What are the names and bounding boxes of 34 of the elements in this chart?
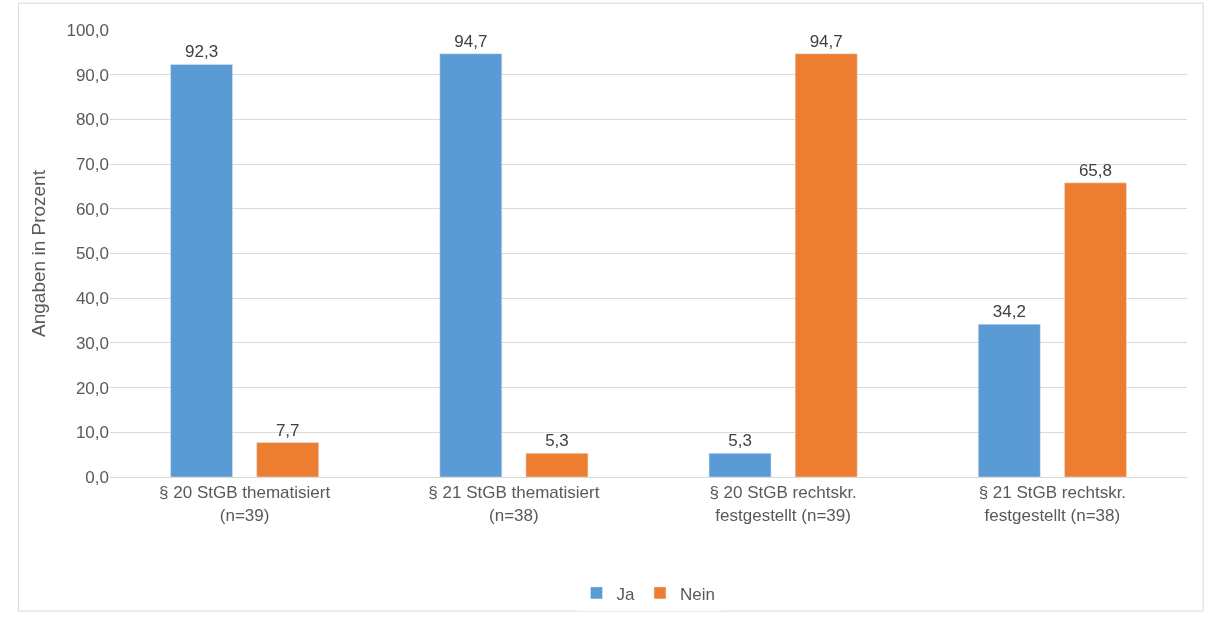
y-tick-label: 90,0: [75, 65, 109, 85]
data-label: 94,7: [809, 31, 843, 51]
y-tick-label: 50,0: [75, 244, 109, 264]
bar: [1064, 182, 1127, 477]
y-tick-label: 40,0: [75, 289, 109, 309]
data-label: 94,7: [454, 31, 488, 51]
x-tick-label: § 21 StGB thematisiert (n=38): [428, 483, 600, 525]
bar: [170, 64, 233, 477]
y-tick-label: 70,0: [75, 155, 109, 175]
data-label: 7,7: [275, 420, 300, 440]
y-tick-label: 0,0: [85, 467, 109, 487]
legend-label: Ja: [616, 584, 635, 604]
data-label: 65,8: [1078, 160, 1112, 180]
data-label: 5,3: [728, 431, 752, 451]
y-tick-label: 100,0: [66, 20, 109, 40]
bar: [439, 53, 503, 477]
data-label: 34,2: [992, 302, 1026, 322]
bar: [525, 453, 589, 477]
y-tick-label: 20,0: [75, 378, 109, 398]
bar: [978, 323, 1041, 477]
y-tick-label: 10,0: [75, 423, 109, 443]
x-tick-label: § 20 StGB rechtskr. festgestellt (n=39): [709, 483, 857, 525]
bar: [794, 53, 858, 477]
bar: [256, 442, 319, 477]
y-axis-title: Angaben in Prozent: [28, 169, 50, 337]
y-tick-label: 60,0: [75, 199, 109, 219]
data-label: 5,3: [545, 431, 569, 451]
bar: [708, 453, 772, 477]
x-tick-label: § 20 StGB thematisiert (n=39): [159, 483, 331, 525]
x-tick-label: § 21 StGB rechtskr. festgestellt (n=38): [978, 483, 1127, 525]
y-tick-label: 30,0: [75, 333, 109, 353]
y-tick-label: 80,0: [75, 110, 109, 130]
data-label: 92,3: [185, 42, 219, 62]
legend-label: Nein: [680, 584, 715, 604]
